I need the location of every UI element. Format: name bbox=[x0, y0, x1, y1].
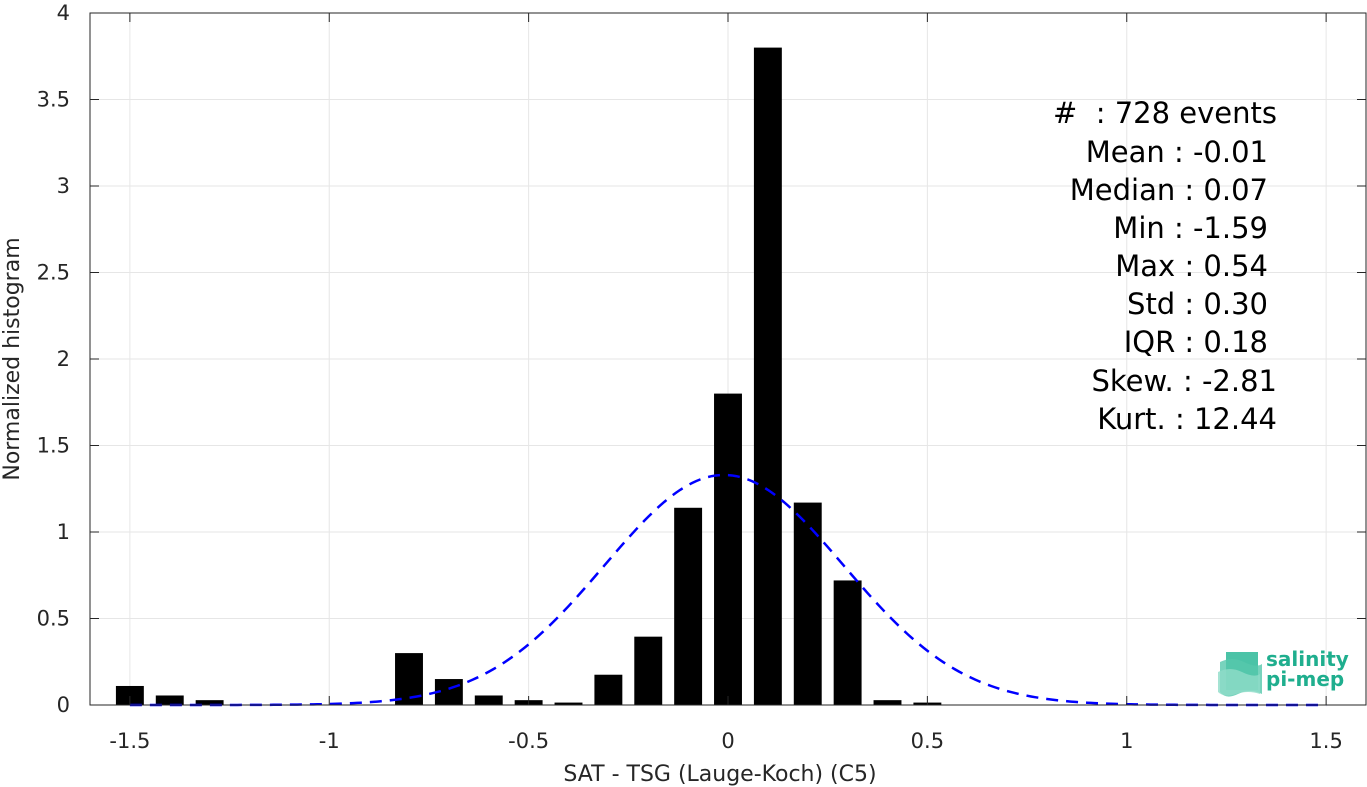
x-tick-labels: -1.5 -1 -0.5 0 0.5 1 1.5 bbox=[109, 729, 1342, 753]
stat-median: Median : 0.07 bbox=[1070, 173, 1268, 207]
y-tick-label: 4 bbox=[57, 1, 70, 25]
stat-iqr: IQR : 0.18 bbox=[1124, 325, 1268, 359]
y-tick-label: 2 bbox=[57, 347, 70, 371]
grid-lines bbox=[90, 12, 1366, 706]
salinity-waves-icon bbox=[1218, 652, 1262, 697]
histogram-bar bbox=[833, 580, 862, 705]
histogram-bar bbox=[793, 502, 822, 705]
x-axis-label: SAT - TSG (Lauge-Koch) (C5) bbox=[563, 762, 876, 787]
salinity-pi-mep-logo: salinity pi-mep bbox=[1218, 647, 1349, 697]
stat-max: Max : 0.54 bbox=[1115, 249, 1268, 283]
y-tick-label: 3 bbox=[57, 174, 70, 198]
y-tick-label: 3.5 bbox=[37, 88, 70, 112]
logo-line1: salinity bbox=[1266, 647, 1349, 671]
x-tick-label: -1 bbox=[319, 729, 340, 753]
histogram-bar bbox=[554, 702, 583, 705]
y-tick-label: 2.5 bbox=[37, 261, 70, 285]
y-tick-label: 1.5 bbox=[37, 434, 70, 458]
histogram-bar bbox=[674, 507, 703, 705]
axis-ticks bbox=[90, 12, 1366, 706]
histogram-bar bbox=[474, 695, 503, 705]
stat-std: Std : 0.30 bbox=[1127, 287, 1268, 321]
x-tick-label: 1 bbox=[1120, 729, 1133, 753]
histogram-bar bbox=[753, 47, 782, 706]
stats-box: # : 728 events Mean : -0.01 Median : 0.0… bbox=[1053, 96, 1277, 436]
histogram-bar bbox=[115, 685, 144, 705]
x-tick-label: -0.5 bbox=[508, 729, 549, 753]
histogram-bar bbox=[594, 674, 623, 705]
histogram-bar bbox=[873, 700, 902, 705]
y-tick-label: 0.5 bbox=[37, 607, 70, 631]
stat-kurt: Kurt. : 12.44 bbox=[1097, 402, 1277, 436]
stat-events: # : 728 events bbox=[1053, 96, 1277, 130]
histogram-bar bbox=[155, 695, 184, 705]
logo-line2: pi-mep bbox=[1266, 667, 1344, 691]
x-tick-label: 1.5 bbox=[1309, 729, 1342, 753]
y-tick-label: 0 bbox=[57, 693, 70, 717]
histogram-bars bbox=[115, 47, 942, 706]
stat-min: Min : -1.59 bbox=[1113, 211, 1268, 245]
y-tick-labels: 0 0.5 1 1.5 2 2.5 3 3.5 4 bbox=[37, 1, 70, 717]
x-tick-label: -1.5 bbox=[109, 729, 150, 753]
histogram-bar bbox=[714, 393, 742, 705]
y-axis-label: Normalized histogram bbox=[0, 237, 25, 480]
x-tick-label: 0.5 bbox=[911, 729, 944, 753]
histogram-bar bbox=[195, 700, 224, 705]
x-tick-label: 0 bbox=[721, 729, 734, 753]
histogram-bar bbox=[634, 636, 663, 705]
y-tick-label: 1 bbox=[57, 520, 70, 544]
stat-mean: Mean : -0.01 bbox=[1086, 135, 1268, 169]
stat-skew: Skew. : -2.81 bbox=[1091, 364, 1277, 398]
